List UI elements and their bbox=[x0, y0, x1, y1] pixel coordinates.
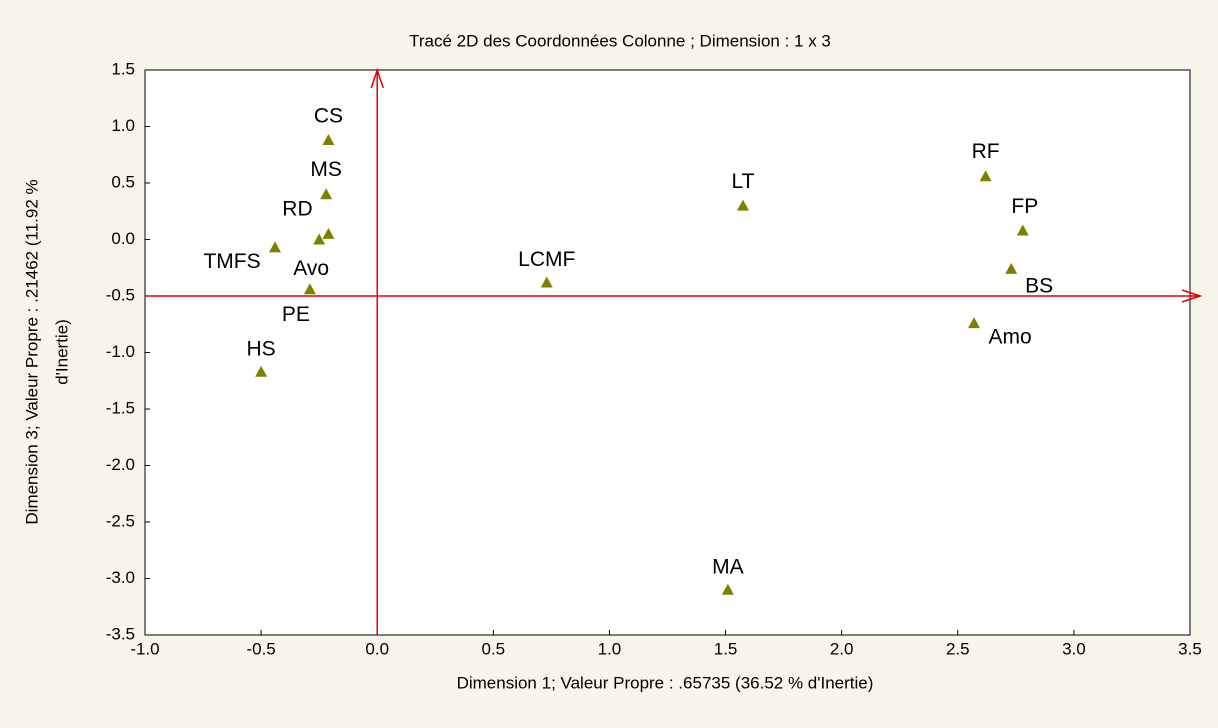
point-label: MA bbox=[712, 555, 744, 578]
x-axis-label: Dimension 1; Valeur Propre : .65735 (36.… bbox=[457, 673, 874, 692]
x-tick-label: 2.5 bbox=[946, 639, 970, 658]
point bbox=[1005, 262, 1018, 274]
point-label: PE bbox=[282, 303, 310, 326]
y-tick-label: -2.0 bbox=[106, 455, 135, 474]
point bbox=[255, 365, 268, 377]
point bbox=[303, 283, 316, 295]
x-tick-label: 2.0 bbox=[830, 639, 854, 658]
y-tick-label: -1.5 bbox=[106, 398, 135, 417]
y-axis-label: d'Inertie) bbox=[52, 319, 71, 385]
x-tick-label: -0.5 bbox=[246, 639, 275, 658]
y-tick-label: -3.0 bbox=[106, 568, 135, 587]
y-tick-label: -3.5 bbox=[106, 624, 135, 643]
y-tick-label: 1.0 bbox=[111, 116, 135, 135]
y-tick-label: -1.0 bbox=[106, 342, 135, 361]
point-label: RF bbox=[972, 140, 1000, 163]
x-tick-label: 0.5 bbox=[482, 639, 506, 658]
x-tick-label: 0.0 bbox=[365, 639, 389, 658]
point-label: RD bbox=[282, 197, 312, 220]
point bbox=[540, 276, 553, 288]
point bbox=[968, 317, 981, 329]
x-tick-label: 3.5 bbox=[1178, 639, 1202, 658]
point-label: CS bbox=[314, 105, 343, 128]
x-tick-label: 3.0 bbox=[1062, 639, 1086, 658]
point bbox=[736, 199, 749, 211]
point bbox=[313, 233, 326, 245]
plot-area bbox=[144, 69, 1191, 636]
point-label: BS bbox=[1025, 274, 1053, 297]
point bbox=[269, 241, 282, 253]
arrow-head bbox=[1181, 289, 1203, 303]
point-label: Amo bbox=[988, 326, 1031, 349]
point-label: MS bbox=[310, 158, 342, 181]
y-tick-label: 0.5 bbox=[111, 172, 135, 191]
y-tick-label: -2.5 bbox=[106, 511, 135, 530]
y-axis-label: Dimension 3; Valeur Propre : .21462 (11.… bbox=[22, 179, 41, 524]
point-label: HS bbox=[247, 337, 276, 360]
point bbox=[320, 188, 333, 200]
point-label: Avo bbox=[293, 257, 329, 280]
y-tick-label: 0.0 bbox=[111, 229, 135, 248]
x-tick-label: -1.0 bbox=[130, 639, 159, 658]
chart-title: Tracé 2D des Coordonnées Colonne ; Dimen… bbox=[409, 31, 831, 50]
point bbox=[721, 583, 734, 595]
point bbox=[322, 227, 335, 239]
point bbox=[1016, 224, 1029, 236]
y-tick-label: 1.5 bbox=[111, 59, 135, 78]
arrow-head bbox=[370, 67, 384, 89]
point-label: TMFS bbox=[203, 250, 260, 273]
point-label: FP bbox=[1011, 195, 1038, 218]
point-label: LT bbox=[731, 170, 754, 193]
x-tick-label: 1.5 bbox=[714, 639, 738, 658]
point bbox=[322, 134, 335, 146]
point-label: LCMF bbox=[518, 248, 575, 271]
x-tick-label: 1.0 bbox=[598, 639, 622, 658]
point bbox=[979, 170, 992, 182]
y-tick-label: -0.5 bbox=[106, 285, 135, 304]
